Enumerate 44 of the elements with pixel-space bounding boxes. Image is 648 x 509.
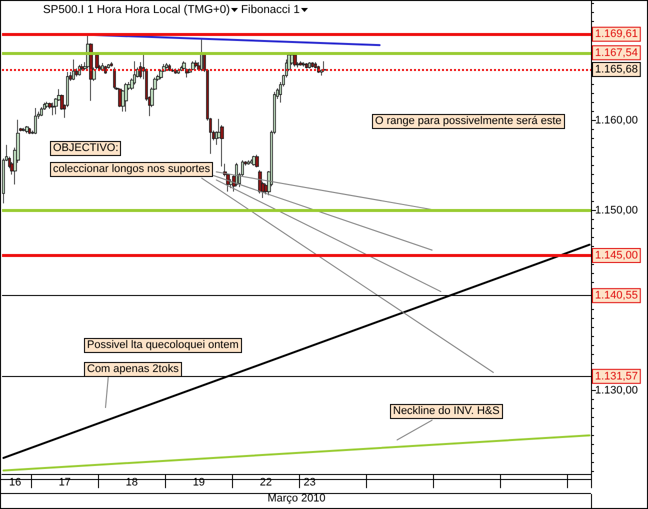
candlestick xyxy=(305,62,308,69)
candlestick xyxy=(104,65,107,74)
chart-subtitle: Fibonacci 1 xyxy=(241,3,300,17)
ref-line-label: 1.131,57 xyxy=(595,370,638,382)
chart-title: SP500.I 1 Hora Hora Local (TMG+0) xyxy=(43,3,230,17)
candlestick xyxy=(255,154,259,168)
candlestick xyxy=(72,59,75,81)
annotation: OBJECTIVO: xyxy=(50,141,122,156)
annotation: coleccionar longos nos suportes xyxy=(50,162,214,177)
candlestick xyxy=(247,160,250,166)
x-axis-title: Março 2010 xyxy=(267,492,326,504)
candlestick xyxy=(200,39,203,72)
candlestick xyxy=(308,62,311,69)
annotation: Neckline do INV. H&S xyxy=(390,404,503,419)
candlestick xyxy=(194,60,198,68)
candlestick xyxy=(45,101,49,108)
candlestick xyxy=(314,62,317,69)
annotation: O range para possivelmente será este xyxy=(372,114,564,129)
candlestick xyxy=(311,62,314,68)
candlestick xyxy=(28,127,31,135)
candlestick xyxy=(299,60,303,66)
candlestick xyxy=(191,60,195,71)
candlestick xyxy=(165,62,168,69)
y-tick-label: 1.160,00 xyxy=(595,114,638,127)
y-tick-label: 1.130,00 xyxy=(595,384,638,396)
ref-line-label: 1.145,00 xyxy=(595,250,638,262)
annotation: Com apenas 2toks xyxy=(84,362,182,377)
candlestick xyxy=(51,102,55,116)
candlestick xyxy=(22,127,26,132)
candlestick xyxy=(40,106,43,117)
candlestick xyxy=(250,158,253,164)
ref-line-label: 1.169,61 xyxy=(595,28,638,40)
ref-line-label: 1.140,55 xyxy=(595,290,638,302)
ref-line-label: 1.165,68 xyxy=(595,64,638,76)
ref-line-label: 1.167,54 xyxy=(595,46,638,59)
candlestick xyxy=(124,82,128,112)
candlestick xyxy=(113,67,116,90)
y-tick-label: 1.150,00 xyxy=(595,204,638,217)
candlestick xyxy=(302,62,306,68)
candlestick xyxy=(34,108,37,135)
candlestick xyxy=(168,64,171,72)
candlestick xyxy=(25,126,29,134)
annotation: Possivel lta quecoloquei ontem xyxy=(84,338,242,353)
candlestick xyxy=(110,62,113,68)
